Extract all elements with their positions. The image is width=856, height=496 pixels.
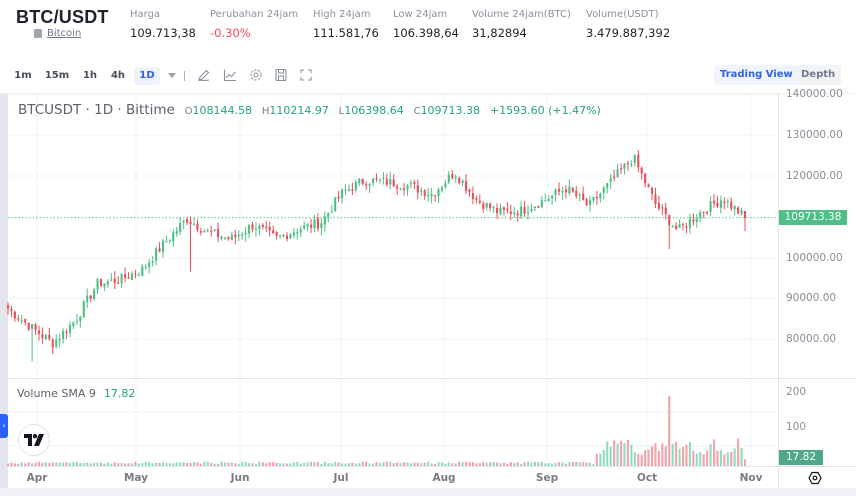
expand-toolbar-button[interactable]: › [0, 414, 8, 438]
timeframe-15m[interactable]: 15m [44, 70, 70, 81]
stat-low-24h: Low 24jam 106.398,64 [393, 9, 459, 40]
chart-toolbar: 1m 15m 1h 4h 1D Trading View Depth [0, 62, 856, 90]
settings-icon[interactable] [249, 68, 263, 82]
drawing-toolbar-strip [0, 94, 8, 496]
stat-label: Perubahan 24jam [210, 9, 299, 20]
stat-value: 3.479.887,392 [586, 26, 671, 40]
price-axis-label: 90000.00 [786, 292, 837, 304]
current-price-tag: 109713.38 [779, 210, 847, 225]
coin-link[interactable]: Bitcoin [34, 28, 81, 39]
chart-settings-icon[interactable] [808, 471, 822, 485]
legend-close-label: C [413, 106, 421, 117]
timeframe-4h[interactable]: 4h [110, 70, 126, 81]
stat-volume-btc: Volume 24jam(BTC) 31,82894 [472, 9, 571, 40]
stat-value: -0.30% [210, 26, 251, 40]
stat-label: High 24jam [313, 9, 371, 20]
toolbar-divider [184, 71, 185, 81]
stat-value: 31,82894 [472, 26, 527, 40]
dropdown-icon[interactable] [165, 68, 179, 82]
indicator-icon[interactable] [223, 68, 237, 82]
coin-name[interactable]: Bitcoin [47, 28, 82, 39]
stat-price: Harga 109.713,38 [130, 9, 196, 40]
legend-low: 106398.64 [344, 104, 404, 117]
legend-low-label: L [338, 106, 345, 117]
ticker-header: BTC/USDT Bitcoin Harga 109.713,38 Peruba… [0, 0, 856, 56]
volume-legend-value: 17.82 [103, 387, 136, 400]
timeframe-1m[interactable]: 1m [14, 70, 32, 81]
legend-open-label: O [184, 106, 193, 117]
time-axis-label: Apr [26, 472, 48, 484]
time-axis-label: Sep [535, 472, 559, 484]
stat-volume-usdt: Volume(USDT) 3.479.887,392 [586, 9, 670, 40]
legend-symbol: BTCUSDT · 1D · Bittime [18, 102, 175, 118]
time-axis-label: Oct [636, 472, 658, 484]
time-axis-label: Nov [739, 472, 763, 484]
price-axis-label: 140000.00 [786, 88, 843, 100]
trading-view-button[interactable]: Trading View [714, 65, 799, 85]
price-axis-label: 130000.00 [786, 129, 843, 141]
ohlc-legend: BTCUSDT · 1D · Bittime O108144.58 H11021… [18, 102, 601, 118]
stat-value: 106.398,64 [393, 26, 459, 40]
stat-high-24h: High 24jam 111.581,76 [313, 9, 379, 40]
stat-value: 109.713,38 [130, 26, 196, 40]
tradingview-logo[interactable] [18, 424, 50, 456]
stat-label: Harga [130, 9, 161, 20]
coin-icon [34, 29, 42, 38]
legend-high: 110214.97 [269, 104, 329, 117]
legend-close: 109713.38 [420, 104, 481, 117]
price-axis-label: 80000.00 [786, 333, 837, 345]
bottom-band [0, 488, 856, 496]
depth-button[interactable]: Depth [795, 65, 842, 85]
stat-label: Low 24jam [393, 9, 448, 20]
price-axis-label: 120000.00 [786, 170, 843, 182]
volume-axis-label: 200 [786, 386, 807, 398]
price-axis-label: 100000.00 [786, 252, 843, 264]
stat-change-24h: Perubahan 24jam -0.30% [210, 9, 298, 40]
volume-legend: Volume SMA 9 17.82 [17, 387, 135, 400]
legend-open: 108144.58 [192, 104, 252, 117]
legend-change: +1593.60 (+1.47%) [489, 104, 601, 117]
save-icon[interactable] [274, 68, 288, 82]
stat-label: Volume(USDT) [586, 9, 659, 20]
volume-axis-label: 100 [786, 421, 807, 433]
timeframe-1d[interactable]: 1D [134, 67, 160, 85]
tradingview-logo-icon [24, 434, 44, 446]
stat-value: 111.581,76 [313, 26, 379, 40]
time-axis-label: Aug [432, 472, 456, 484]
volume-value-tag: 17.82 [779, 450, 823, 465]
timeframe-1h[interactable]: 1h [82, 70, 98, 81]
time-axis-label: Jul [333, 472, 349, 484]
draw-icon[interactable] [197, 68, 211, 82]
volume-legend-label: Volume SMA 9 [17, 387, 96, 400]
legend-high-label: H [261, 106, 270, 117]
time-axis-label: May [123, 472, 149, 484]
stat-label: Volume 24jam(BTC) [472, 9, 571, 20]
time-axis-label: Jun [230, 472, 250, 484]
fullscreen-icon[interactable] [299, 68, 313, 82]
pair-title: BTC/USDT [16, 7, 109, 27]
